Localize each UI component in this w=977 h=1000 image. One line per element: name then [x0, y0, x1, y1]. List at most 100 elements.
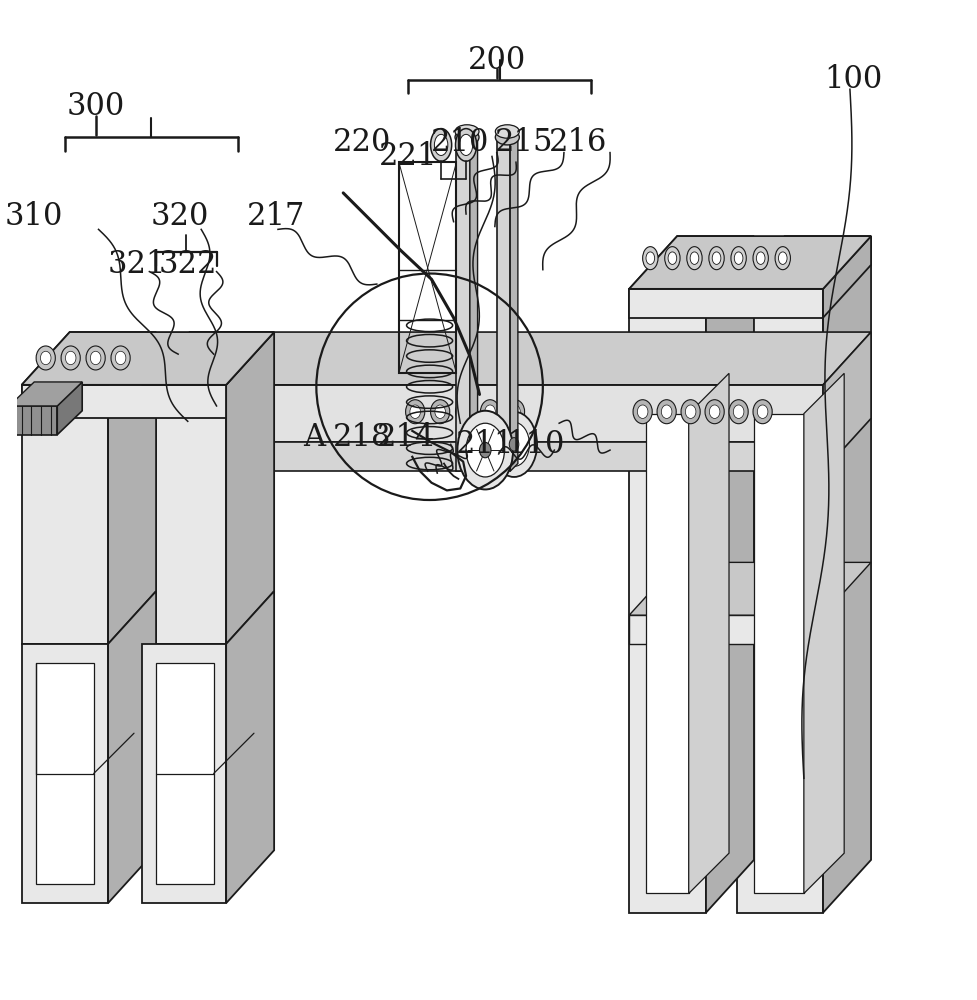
Ellipse shape: [459, 134, 472, 155]
Ellipse shape: [494, 130, 519, 145]
Text: 214: 214: [376, 422, 435, 453]
Polygon shape: [9, 406, 58, 435]
Polygon shape: [142, 644, 226, 903]
Ellipse shape: [775, 247, 789, 270]
Ellipse shape: [734, 252, 743, 264]
Text: 321: 321: [107, 249, 166, 280]
Polygon shape: [36, 663, 94, 884]
Ellipse shape: [457, 411, 513, 489]
Polygon shape: [736, 236, 871, 289]
Polygon shape: [21, 332, 156, 385]
Ellipse shape: [660, 405, 671, 418]
Polygon shape: [21, 332, 274, 385]
Polygon shape: [646, 414, 688, 893]
Ellipse shape: [686, 247, 701, 270]
Ellipse shape: [637, 405, 647, 418]
Ellipse shape: [708, 247, 724, 270]
Polygon shape: [823, 236, 871, 913]
Text: 300: 300: [66, 91, 125, 122]
Text: 320: 320: [150, 201, 209, 232]
Ellipse shape: [110, 346, 130, 370]
Ellipse shape: [430, 129, 451, 161]
Polygon shape: [628, 236, 871, 289]
Ellipse shape: [509, 438, 519, 451]
Ellipse shape: [498, 422, 529, 466]
Ellipse shape: [455, 400, 474, 424]
Ellipse shape: [646, 252, 654, 264]
Polygon shape: [108, 591, 156, 903]
Polygon shape: [456, 140, 469, 471]
Ellipse shape: [479, 442, 490, 458]
Polygon shape: [736, 289, 823, 913]
Ellipse shape: [657, 400, 675, 424]
Ellipse shape: [509, 405, 520, 418]
Text: A: A: [303, 422, 325, 453]
Polygon shape: [803, 373, 843, 893]
Text: 322: 322: [158, 249, 217, 280]
Ellipse shape: [435, 405, 445, 418]
Polygon shape: [469, 132, 477, 471]
Polygon shape: [688, 373, 728, 893]
Polygon shape: [628, 289, 823, 318]
Ellipse shape: [40, 351, 51, 365]
Ellipse shape: [115, 351, 126, 365]
Ellipse shape: [778, 252, 786, 264]
Ellipse shape: [752, 247, 768, 270]
Polygon shape: [142, 385, 823, 442]
Ellipse shape: [90, 351, 101, 365]
Text: 211: 211: [455, 429, 514, 460]
Ellipse shape: [494, 125, 519, 138]
Ellipse shape: [466, 423, 504, 477]
Ellipse shape: [704, 400, 724, 424]
Ellipse shape: [454, 130, 479, 145]
Polygon shape: [9, 382, 82, 406]
Ellipse shape: [430, 400, 449, 424]
Polygon shape: [21, 385, 108, 644]
Polygon shape: [226, 332, 274, 644]
Ellipse shape: [405, 400, 424, 424]
Ellipse shape: [690, 252, 699, 264]
Ellipse shape: [409, 405, 420, 418]
Ellipse shape: [632, 400, 652, 424]
Polygon shape: [628, 562, 871, 615]
Ellipse shape: [755, 252, 764, 264]
Ellipse shape: [434, 134, 447, 155]
Text: 100: 100: [824, 64, 882, 95]
Ellipse shape: [455, 129, 476, 161]
Text: 215: 215: [494, 127, 552, 158]
Ellipse shape: [454, 125, 479, 138]
Polygon shape: [226, 591, 274, 903]
Ellipse shape: [664, 247, 679, 270]
Ellipse shape: [685, 405, 696, 418]
Text: 210: 210: [431, 127, 489, 158]
Ellipse shape: [752, 400, 772, 424]
Polygon shape: [142, 442, 823, 471]
Ellipse shape: [86, 346, 106, 370]
Text: 216: 216: [549, 127, 607, 158]
Ellipse shape: [730, 247, 745, 270]
Ellipse shape: [680, 400, 700, 424]
Polygon shape: [142, 332, 274, 385]
Ellipse shape: [642, 247, 658, 270]
Ellipse shape: [708, 405, 719, 418]
Polygon shape: [628, 615, 823, 644]
Polygon shape: [142, 385, 226, 644]
Text: 220: 220: [333, 127, 391, 158]
Polygon shape: [21, 385, 226, 418]
Ellipse shape: [728, 400, 747, 424]
Text: 200: 200: [467, 45, 526, 76]
Polygon shape: [628, 236, 753, 289]
Polygon shape: [628, 289, 705, 913]
Polygon shape: [753, 414, 803, 893]
Ellipse shape: [36, 346, 56, 370]
Polygon shape: [510, 132, 518, 471]
Ellipse shape: [711, 252, 720, 264]
Polygon shape: [156, 663, 213, 884]
Polygon shape: [142, 332, 871, 385]
Ellipse shape: [733, 405, 743, 418]
Polygon shape: [823, 236, 871, 318]
Polygon shape: [705, 236, 753, 913]
Polygon shape: [21, 644, 108, 903]
Text: 218: 218: [333, 422, 391, 453]
Ellipse shape: [480, 400, 499, 424]
